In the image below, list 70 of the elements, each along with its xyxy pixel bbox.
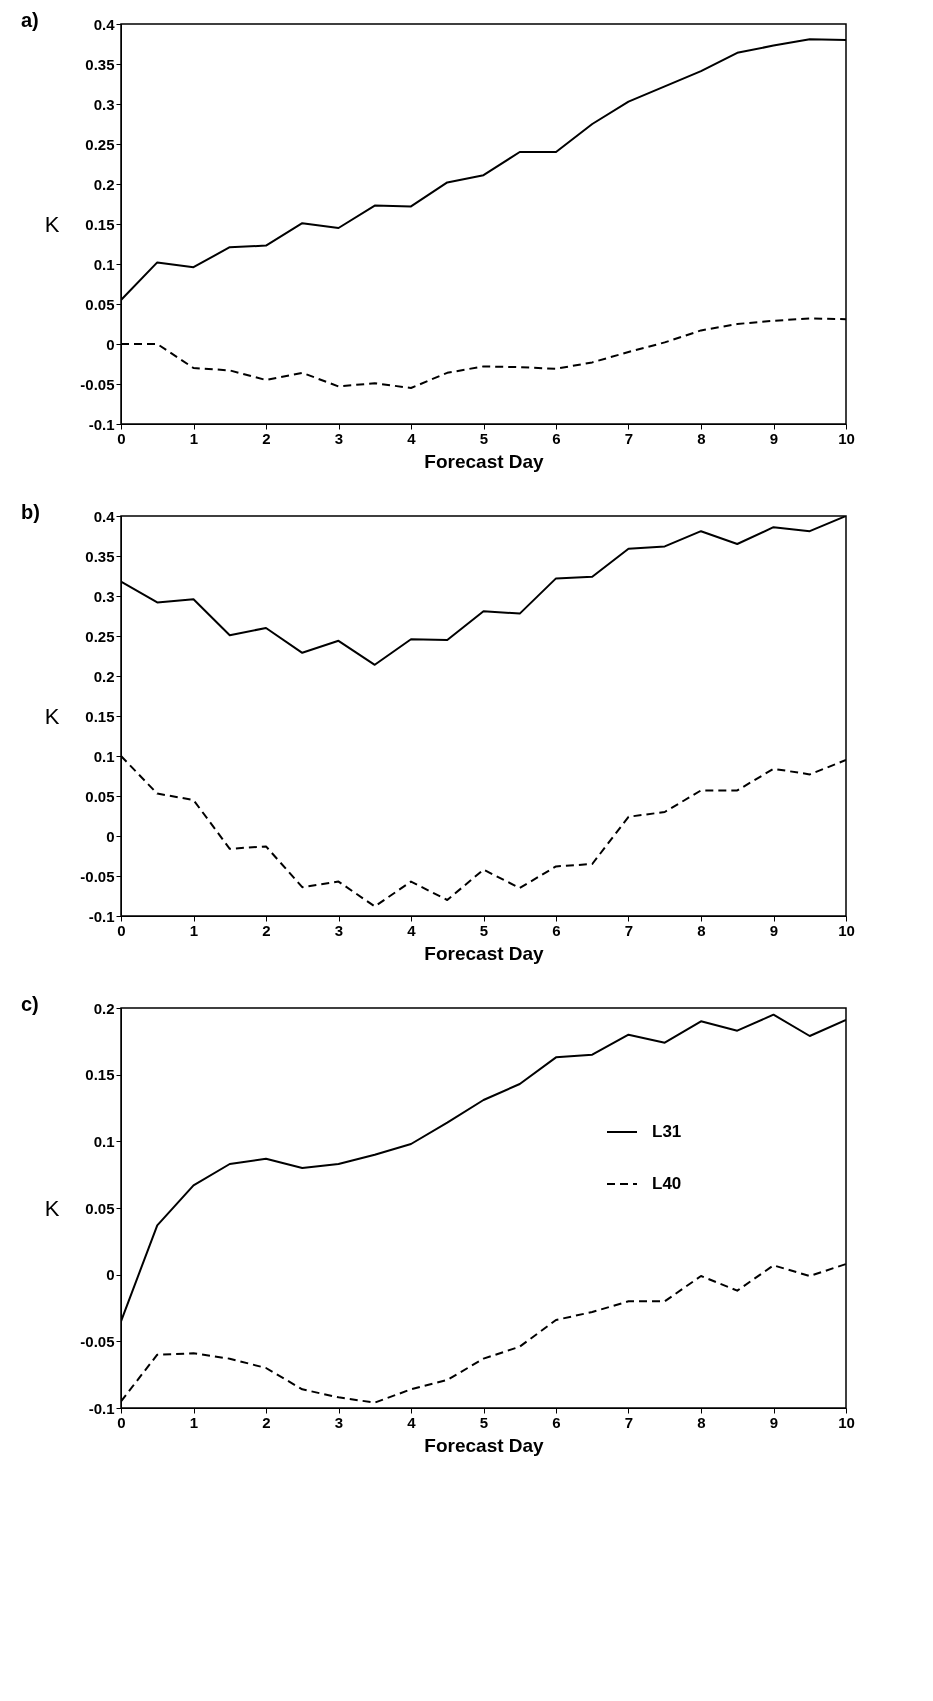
x-tick-label: 8 (697, 1413, 706, 1431)
x-tick-label: 3 (334, 1413, 344, 1431)
y-tick-label: 0.4 (93, 507, 116, 525)
x-tick-label: 4 (407, 429, 417, 447)
y-tick-label: 0.05 (85, 295, 115, 313)
y-tick-label: 0.4 (93, 15, 116, 33)
y-tick-label: 0.15 (85, 1066, 115, 1084)
x-tick-label: 4 (407, 921, 417, 939)
y-tick-label: -0.1 (88, 1399, 115, 1417)
x-axis-title: Forecast Day (424, 450, 545, 472)
y-tick-label: 0.35 (85, 55, 115, 73)
chart-title: a) (21, 9, 39, 31)
x-tick-label: 1 (189, 429, 199, 447)
y-tick-label: 0.2 (93, 667, 115, 685)
legend-label: L31 (652, 1122, 682, 1141)
x-tick-label: 3 (334, 921, 344, 939)
y-tick-label: 0.1 (93, 747, 115, 765)
x-tick-label: 4 (407, 1413, 417, 1431)
y-tick-label: 0.3 (93, 95, 115, 113)
y-tick-label: 0.25 (85, 627, 115, 645)
x-tick-label: 5 (479, 429, 489, 447)
x-tick-label: 3 (334, 429, 344, 447)
legend-label: L40 (652, 1174, 682, 1193)
x-tick-label: 10 (838, 921, 855, 939)
y-tick-label: 0.2 (93, 175, 115, 193)
x-axis-title: Forecast Day (424, 1434, 545, 1456)
y-tick-label: -0.05 (80, 867, 115, 885)
y-tick-label: 0 (106, 1266, 115, 1284)
x-tick-label: 10 (838, 1413, 855, 1431)
y-tick-label: -0.05 (80, 375, 115, 393)
x-tick-label: 5 (479, 921, 489, 939)
y-tick-label: 0.3 (93, 587, 115, 605)
x-tick-label: 5 (479, 1413, 489, 1431)
x-tick-label: 2 (262, 921, 271, 939)
y-axis-title: K (44, 211, 60, 237)
x-tick-label: 7 (624, 429, 634, 447)
y-tick-label: 0.2 (93, 999, 115, 1017)
y-tick-label: 0.1 (93, 1132, 115, 1150)
x-tick-label: 1 (189, 1413, 199, 1431)
y-tick-label: 0.05 (85, 787, 115, 805)
y-tick-label: 0.25 (85, 135, 115, 153)
y-tick-label: 0 (106, 827, 115, 845)
y-tick-label: -0.1 (88, 907, 115, 925)
x-tick-label: 8 (697, 921, 706, 939)
x-tick-label: 1 (189, 921, 199, 939)
x-tick-label: 6 (552, 429, 561, 447)
x-tick-label: 7 (624, 1413, 634, 1431)
y-tick-label: -0.1 (88, 415, 115, 433)
x-tick-label: 6 (552, 1413, 561, 1431)
y-tick-label: 0.35 (85, 547, 115, 565)
x-tick-label: 2 (262, 429, 271, 447)
x-tick-label: 10 (838, 429, 855, 447)
x-tick-label: 2 (262, 1413, 271, 1431)
y-tick-label: 0.1 (93, 255, 115, 273)
y-tick-label: 0.15 (85, 215, 115, 233)
x-tick-label: 9 (769, 1413, 779, 1431)
x-tick-label: 7 (624, 921, 634, 939)
x-tick-label: 6 (552, 921, 561, 939)
y-tick-label: 0 (106, 335, 115, 353)
x-tick-label: 8 (697, 429, 706, 447)
y-axis-title: K (44, 703, 60, 729)
chart-title: b) (21, 501, 40, 523)
y-tick-label: 0.05 (85, 1199, 115, 1217)
y-tick-label: -0.05 (80, 1332, 115, 1350)
y-tick-label: 0.15 (85, 707, 115, 725)
x-axis-title: Forecast Day (424, 942, 545, 964)
x-tick-label: 9 (769, 921, 779, 939)
chart-title: c) (21, 993, 39, 1015)
y-axis-title: K (44, 1195, 60, 1221)
x-tick-label: 9 (769, 429, 779, 447)
